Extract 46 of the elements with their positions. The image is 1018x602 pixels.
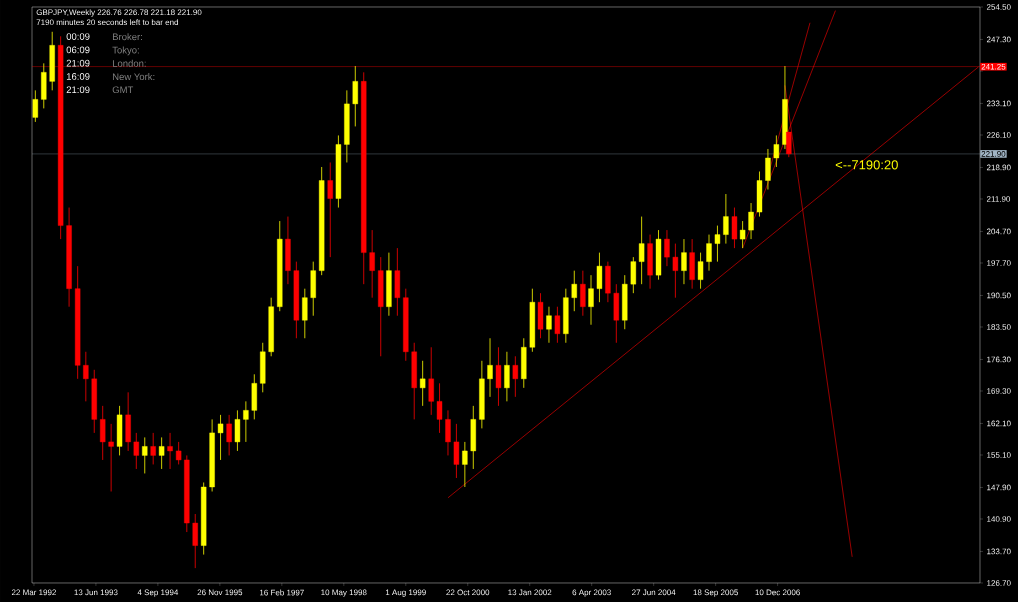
annotation: 21:09 — [66, 59, 90, 67]
ref-line-label: 241.25 — [981, 63, 1006, 70]
annotation: 21:09 — [66, 86, 90, 94]
x-tick-label: 18 Sep 2005 — [693, 589, 738, 597]
y-tick-label: 197.70 — [987, 260, 1011, 266]
annotation: GMT — [112, 86, 134, 94]
x-tick-label: 13 Jun 1993 — [74, 589, 118, 596]
x-tick-label: 10 Dec 2006 — [755, 589, 800, 596]
y-tick-label: 162.10 — [987, 420, 1011, 427]
y-tick-label: 247.30 — [986, 36, 1011, 43]
y-tick-label: 211.90 — [986, 196, 1011, 202]
y-tick-label: 155.10 — [987, 452, 1011, 458]
y-tick-label: 218.90 — [986, 164, 1011, 171]
y-tick-label: 169.30 — [987, 388, 1011, 394]
x-tick-label: 6 Apr 2003 — [572, 589, 611, 597]
annotation: London: — [112, 59, 146, 67]
annotation: <--7190:20 — [835, 160, 898, 170]
chart-title: GBPJPY,Weekly 226.76 226.78 221.18 221.90 — [36, 9, 202, 17]
x-tick-label: 22 Mar 1992 — [11, 589, 56, 596]
x-tick-label: 26 Nov 1995 — [197, 589, 243, 596]
x-tick-label: 1 Aug 1999 — [385, 589, 426, 597]
y-tick-label: 190.50 — [987, 292, 1011, 299]
y-tick-label: 183.50 — [987, 324, 1011, 330]
annotation: Tokyo: — [112, 46, 139, 56]
x-tick-label: 16 Feb 1997 — [259, 589, 304, 596]
y-tick-label: 226.10 — [986, 132, 1011, 138]
annotation: 00:09 — [66, 33, 90, 40]
text: 7190 minutes 20 seconds left to bar end — [36, 19, 178, 26]
x-tick-label: 22 Oct 2000 — [446, 589, 490, 596]
y-tick-label: 147.90 — [987, 484, 1011, 491]
x-tick-label: 13 Jan 2002 — [508, 589, 552, 596]
y-tick-label: 254.50 — [986, 4, 1011, 10]
x-tick-label: 10 May 1998 — [321, 589, 367, 597]
y-tick-label: 126.70 — [987, 580, 1011, 586]
ref-line-label: 221.90 — [981, 151, 1006, 157]
x-tick-label: 4 Sep 1994 — [137, 589, 179, 597]
annotation: 16:09 — [66, 73, 90, 80]
y-tick-label: 204.70 — [986, 228, 1011, 235]
y-tick-label: 176.30 — [987, 356, 1011, 363]
annotation: New York: — [112, 73, 155, 81]
annotation: Broker: — [112, 33, 142, 41]
x-tick-label: 27 Jun 2004 — [632, 589, 676, 596]
y-tick-label: 133.70 — [987, 548, 1011, 555]
y-tick-label: 233.10 — [986, 100, 1011, 107]
y-tick-label: 140.90 — [987, 516, 1011, 522]
annotation: 06:09 — [66, 46, 90, 54]
